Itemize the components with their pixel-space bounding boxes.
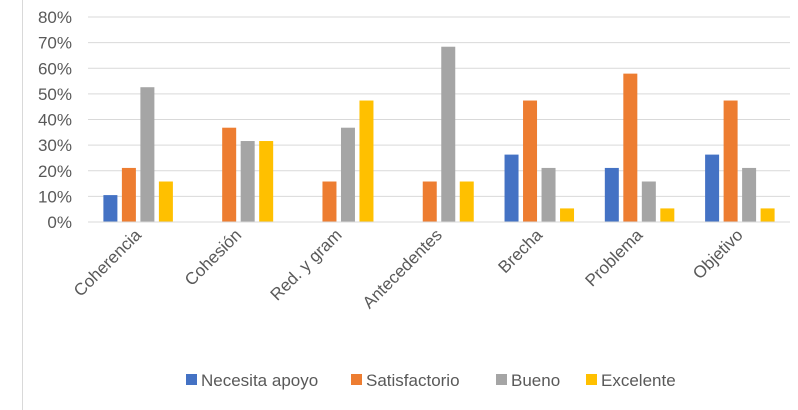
bar-1-6: [604, 167, 619, 222]
y-tick-label: 0%: [47, 213, 72, 232]
bar-3-4: [441, 46, 456, 222]
x-category-label: Brecha: [495, 225, 547, 277]
bar-2-6: [623, 73, 638, 222]
bar-2-4: [422, 181, 437, 222]
x-category-label: Coherencia: [70, 225, 145, 300]
legend-swatch-3: [496, 374, 507, 385]
bars: [103, 46, 775, 223]
bar-3-6: [641, 181, 656, 222]
bar-2-1: [121, 167, 136, 222]
bar-1-1: [103, 195, 118, 222]
bar-2-2: [222, 127, 237, 222]
y-tick-label: 40%: [38, 111, 72, 130]
legend-label-2: Satisfactorio: [366, 371, 460, 390]
bar-3-2: [240, 141, 255, 222]
y-tick-label: 60%: [38, 59, 72, 78]
x-axis-categories: Coherencia Cohesión Red. y gram Antecedente…: [70, 225, 747, 312]
legend-swatch-2: [351, 374, 362, 385]
legend-label-3: Bueno: [511, 371, 560, 390]
bar-4-3: [359, 100, 374, 222]
x-category-label: Cohesión: [181, 225, 245, 289]
y-tick-label: 10%: [38, 187, 72, 206]
bar-3-7: [742, 167, 757, 222]
y-tick-label: 50%: [38, 85, 72, 104]
chart-frame-border: [22, 0, 23, 410]
y-axis-ticks: 0% 10% 20% 30% 40% 50% 60% 70% 80%: [38, 8, 72, 232]
bar-2-5: [523, 100, 538, 222]
y-tick-label: 70%: [38, 34, 72, 53]
bar-4-4: [459, 181, 474, 222]
bar-4-7: [760, 208, 775, 222]
bar-4-5: [560, 208, 575, 222]
legend-label-4: Excelente: [601, 371, 676, 390]
y-tick-label: 80%: [38, 8, 72, 27]
bar-1-5: [504, 154, 519, 222]
legend-label-1: Necesita apoyo: [201, 371, 318, 390]
gridlines: [88, 16, 790, 197]
y-tick-label: 30%: [38, 136, 72, 155]
x-category-label: Problema: [582, 225, 647, 290]
legend-swatch-4: [586, 374, 597, 385]
x-category-label: Objetivo: [689, 225, 747, 283]
x-category-label: Antecedentes: [359, 225, 446, 312]
x-category-label: Red. y gram: [267, 225, 346, 304]
bar-4-1: [158, 181, 173, 222]
legend-swatch-1: [186, 374, 197, 385]
bar-2-3: [322, 181, 337, 222]
bar-3-3: [340, 127, 355, 222]
bar-1-7: [705, 154, 720, 222]
bar-3-1: [140, 87, 155, 223]
bar-4-2: [259, 141, 274, 222]
bar-2-7: [723, 100, 738, 222]
y-tick-label: 20%: [38, 162, 72, 181]
bar-3-5: [541, 167, 556, 222]
legend: Necesita apoyo Satisfactorio Bueno Excelent…: [186, 371, 676, 390]
bar-4-6: [660, 208, 675, 222]
